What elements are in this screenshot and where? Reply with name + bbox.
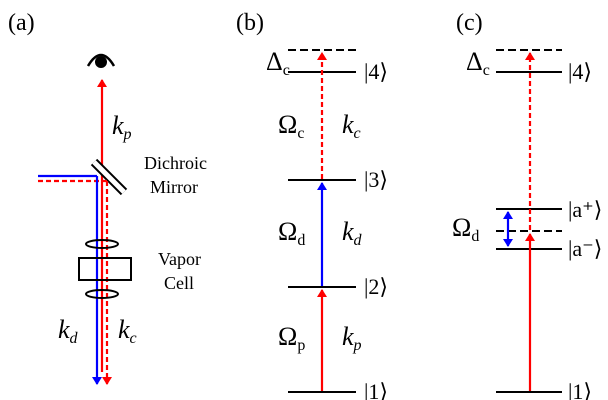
ket-2-b: |2⟩ <box>364 274 388 299</box>
kp-label-b: kp <box>342 322 362 354</box>
panel-b-label: (b) <box>236 10 264 36</box>
lens-bottom <box>85 289 119 299</box>
delta-c-label-b: Δc <box>266 47 290 79</box>
panel-b-levels: (b) Δc |4⟩ |3⟩ |2⟩ |1⟩ Ωc kc Ωd kd Ωp kp <box>236 10 388 400</box>
panel-a-setup: (a) kp Dichroic Mirror Vapor Cell kd kc <box>8 10 207 385</box>
ket-3-b: |3⟩ <box>364 167 388 192</box>
panel-c-levels: (c) Δc |4⟩ |a⁺⟩ |a⁻⟩ |1⟩ Ωd <box>452 10 602 400</box>
eye-icon <box>86 53 116 68</box>
kc-label-b: kc <box>342 110 361 142</box>
kp-label: kp <box>112 111 132 143</box>
vapor-cell <box>78 257 132 281</box>
ket-1-c: |1⟩ <box>568 379 592 400</box>
mirror-label-line2: Mirror <box>150 177 198 197</box>
delta-c-label-c: Δc <box>466 47 490 79</box>
panel-a-label: (a) <box>8 10 35 36</box>
ket-aminus-c: |a⁻⟩ <box>568 236 602 261</box>
ket-1-b: |1⟩ <box>364 379 388 400</box>
ket-4-c: |4⟩ <box>568 59 592 84</box>
omega-d-label-b: Ωd <box>278 217 305 249</box>
omega-d-label-c: Ωd <box>452 213 479 245</box>
kc-label: kc <box>118 315 137 347</box>
mirror-label-line1: Dichroic <box>144 153 207 173</box>
cell-label-line2: Cell <box>164 273 194 293</box>
omega-p-label-b: Ωp <box>278 322 305 354</box>
omega-c-label-b: Ωc <box>278 110 304 142</box>
panel-c-label: (c) <box>456 10 483 36</box>
lens-top <box>85 239 119 249</box>
cell-label-line1: Vapor <box>158 249 201 269</box>
kd-label: kd <box>58 315 79 347</box>
ket-aplus-c: |a⁺⟩ <box>568 197 602 222</box>
ket-4-b: |4⟩ <box>364 59 388 84</box>
kd-label-b: kd <box>342 217 363 249</box>
